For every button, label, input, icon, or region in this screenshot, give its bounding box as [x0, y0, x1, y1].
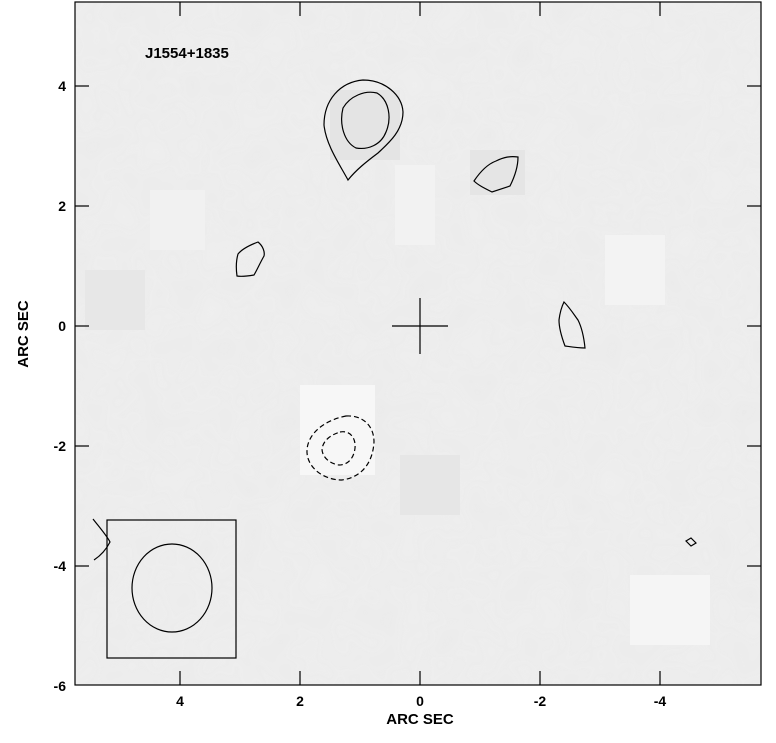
- image-plane: [75, 2, 761, 685]
- beam-ellipse: [131, 543, 213, 633]
- positive-contours: [92, 79, 697, 561]
- dark-patch: [330, 90, 400, 160]
- x-tick-label: -2: [534, 693, 547, 709]
- x-tick-labels: 4 2 0 -2 -4: [176, 693, 666, 709]
- bright-patch: [395, 165, 435, 245]
- contour-edge: [92, 518, 111, 561]
- dark-patch: [85, 270, 145, 330]
- center-cross-marker: [392, 298, 448, 354]
- noise-texture: [75, 2, 761, 685]
- y-tick-label: 4: [58, 78, 66, 94]
- negative-contour-outer: [306, 415, 375, 481]
- y-tick-label: -6: [54, 678, 67, 694]
- x-tick-label: 2: [296, 693, 304, 709]
- y-axis-title: ARC SEC: [15, 300, 32, 368]
- contour-outer: [323, 79, 404, 182]
- dark-patch: [400, 455, 460, 515]
- x-tick-label: 4: [176, 693, 184, 709]
- negative-contours: [306, 415, 375, 481]
- x-tick-label: 0: [416, 693, 424, 709]
- beam-box: [106, 519, 237, 659]
- bright-patch: [605, 235, 665, 305]
- y-tick-label: -4: [54, 558, 67, 574]
- bright-patch: [150, 190, 205, 250]
- contour-blob-small: [685, 537, 697, 547]
- x-axis-title: ARC SEC: [386, 711, 454, 728]
- negative-contour-inner: [321, 431, 356, 466]
- contour-blob: [235, 241, 265, 278]
- contour-blob: [473, 156, 519, 193]
- beam-inset: [106, 519, 237, 659]
- source-label: J1554+1835: [145, 45, 229, 62]
- contour-inner: [341, 91, 390, 150]
- y-tick-label: 0: [58, 318, 66, 334]
- y-tick-label: 2: [58, 198, 66, 214]
- bright-patch: [630, 575, 710, 645]
- y-tick-label: -2: [54, 438, 67, 454]
- contour-blob: [558, 300, 586, 349]
- bright-patch: [300, 385, 375, 475]
- x-tick-label: -4: [654, 693, 667, 709]
- plot-frame: [74, 1, 762, 686]
- tick-marks: [75, 2, 761, 685]
- y-tick-labels: 4 2 0 -2 -4 -6: [54, 78, 67, 694]
